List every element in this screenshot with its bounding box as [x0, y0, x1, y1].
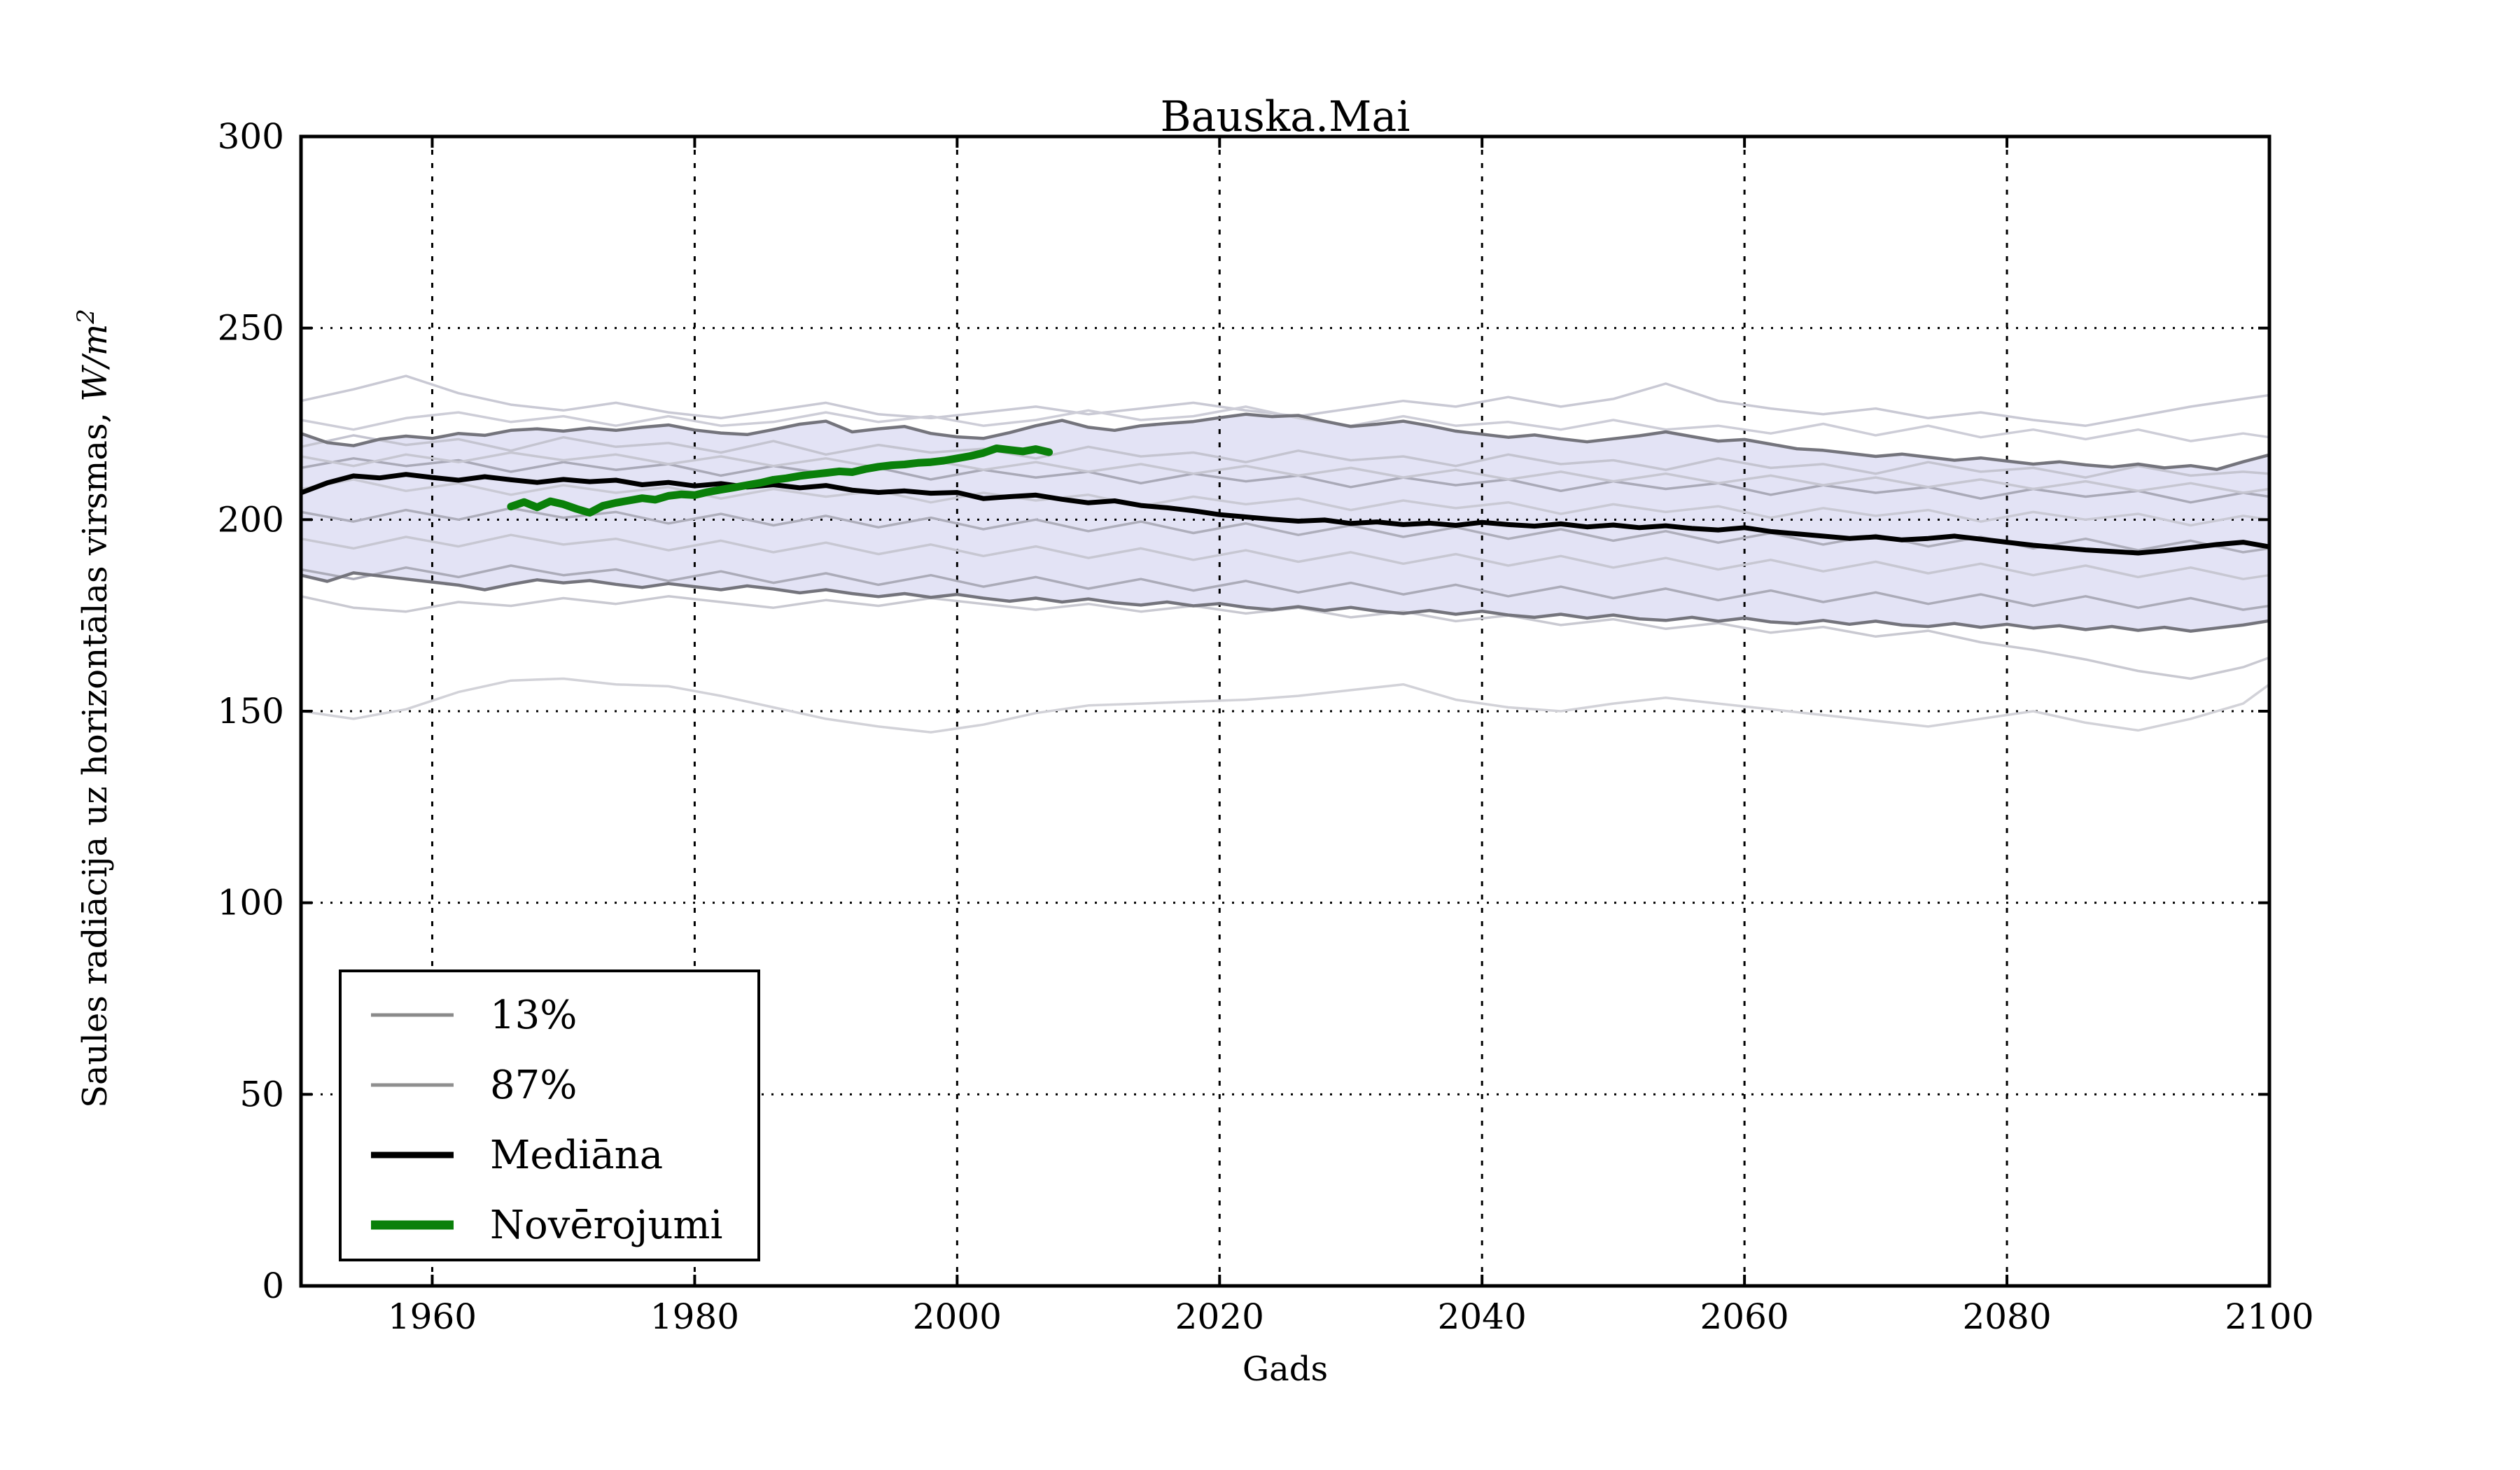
observations-line	[507, 444, 1054, 517]
legend-box	[339, 969, 760, 1261]
percentile-band	[301, 414, 2269, 631]
legend: 13% 87% Mediāna Novērojumi	[339, 969, 760, 1261]
y-tick-label: 0	[262, 1266, 284, 1306]
x-tick-label: 1960	[388, 1296, 477, 1337]
ensemble-member-line	[300, 478, 2270, 527]
x-tick-label: 1980	[650, 1296, 739, 1337]
x-tick-label: 2000	[913, 1296, 1002, 1337]
ensemble-member-line	[300, 677, 2271, 734]
median-line	[300, 472, 2270, 556]
y-tick-label: 150	[218, 691, 284, 732]
y-axis-label-math: W/m	[76, 324, 115, 402]
y-tick-label: 250	[218, 308, 284, 349]
y-tick-label: 100	[218, 883, 284, 923]
y-axis-label-text: Saules radiācija uz horizontālas virsmas…	[76, 402, 115, 1108]
x-tick-label: 2060	[1700, 1296, 1789, 1337]
y-tick-label: 300	[218, 116, 284, 157]
y-tick-label: 200	[218, 499, 284, 540]
quantile-edges-layer	[300, 412, 2270, 633]
ensemble-member-line	[300, 507, 2270, 554]
chart-title: Bauska.Mai	[1161, 92, 1410, 141]
x-tick-label: 2080	[1962, 1296, 2051, 1337]
ticks-layer: 1960 1980 2000 2020 2040 2060 2080 2100 0 50 100 15…	[218, 116, 2314, 1337]
x-tick-label: 2100	[2225, 1296, 2314, 1337]
percentile-band-layer	[301, 414, 2269, 631]
ensemble-member-line	[300, 405, 2270, 442]
main-series-layer	[300, 444, 2270, 556]
legend-label: 87%	[490, 1063, 577, 1108]
ensemble-member-line	[300, 434, 2270, 479]
quantile-87-line	[300, 412, 2270, 471]
ensemble-member-line	[300, 451, 2270, 494]
y-axis-label: Saules radiācija uz horizontālas virsmas…	[72, 309, 115, 1108]
y-axis-label-sup: 2	[72, 309, 100, 325]
x-axis-label: Gads	[1242, 1350, 1328, 1389]
quantile-13-line	[300, 571, 2270, 633]
legend-label: Mediāna	[490, 1133, 663, 1178]
x-tick-label: 2040	[1438, 1296, 1527, 1337]
ensemble-member-line	[300, 533, 2270, 580]
legend-label: Novērojumi	[490, 1203, 722, 1248]
legend-label: 13%	[490, 993, 577, 1038]
y-tick-label: 50	[239, 1074, 284, 1114]
x-tick-label: 2020	[1175, 1296, 1264, 1337]
ensemble-member-line	[300, 564, 2270, 611]
